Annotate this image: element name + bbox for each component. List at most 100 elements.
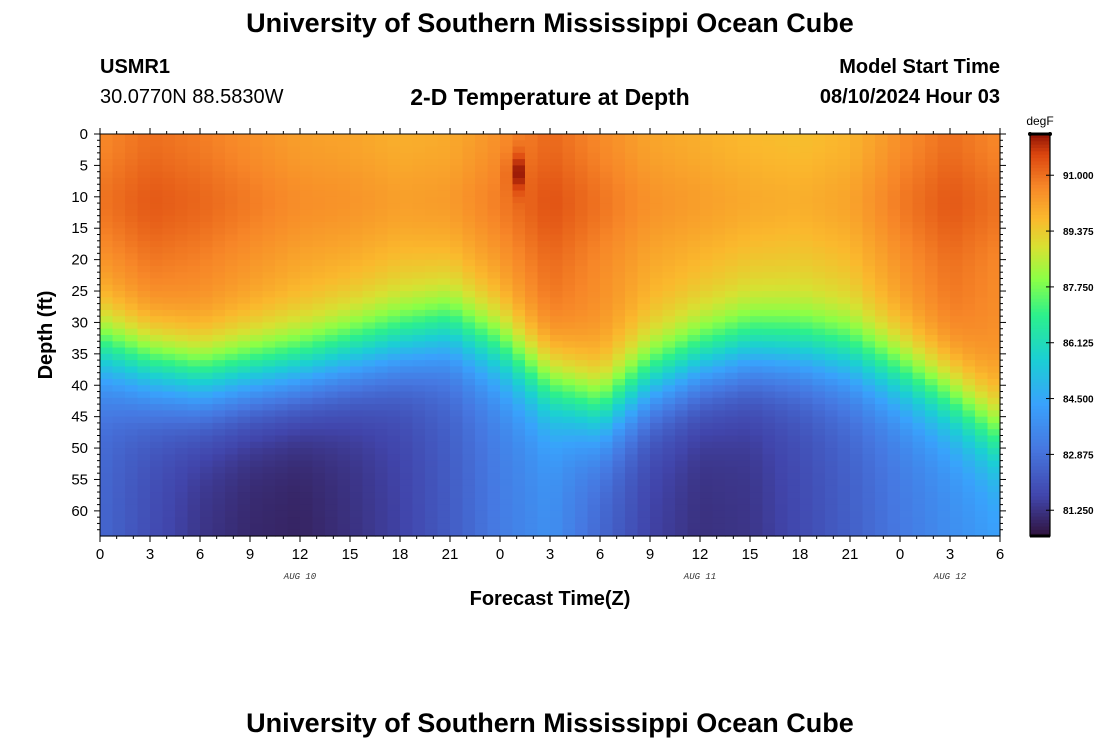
- heatmap-cell: [375, 291, 389, 298]
- heatmap-cell: [350, 422, 364, 430]
- heatmap-cell: [700, 152, 714, 160]
- heatmap-cell: [350, 221, 364, 229]
- heatmap-cell: [925, 492, 939, 499]
- heatmap-cell: [200, 460, 214, 468]
- heatmap-cell: [300, 335, 314, 342]
- heatmap-cell: [762, 391, 776, 399]
- heatmap-cell: [912, 309, 926, 317]
- heatmap-cell: [925, 485, 939, 493]
- heatmap-cell: [575, 466, 589, 474]
- heatmap-cell: [762, 291, 776, 298]
- heatmap-cell: [712, 209, 726, 217]
- heatmap-cell: [925, 385, 939, 393]
- heatmap-cell: [237, 265, 251, 273]
- heatmap-cell: [212, 454, 226, 462]
- heatmap-cell: [562, 466, 576, 474]
- x-tick-label: 0: [896, 546, 904, 563]
- heatmap-cell: [175, 404, 189, 411]
- heatmap-cell: [762, 146, 776, 154]
- heatmap-cell: [750, 347, 764, 355]
- heatmap-cell: [887, 165, 901, 173]
- heatmap-cell: [112, 504, 126, 512]
- heatmap-cell: [600, 297, 614, 305]
- heatmap-cell: [975, 422, 989, 430]
- heatmap-cell: [162, 429, 176, 437]
- heatmap-cell: [287, 510, 301, 518]
- heatmap-cell: [787, 473, 801, 481]
- heatmap-cell: [987, 479, 1001, 487]
- heatmap-cell: [437, 523, 451, 531]
- heatmap-cell: [987, 247, 1001, 254]
- heatmap-cell: [812, 372, 826, 380]
- heatmap-cell: [150, 184, 164, 192]
- heatmap-cell: [600, 316, 614, 324]
- heatmap-cell: [437, 309, 451, 317]
- heatmap-cell: [200, 397, 214, 405]
- heatmap-cell: [475, 410, 489, 418]
- heatmap-cell: [525, 203, 539, 210]
- heatmap-cell: [750, 259, 764, 267]
- heatmap-cell: [975, 165, 989, 173]
- heatmap-cell: [812, 284, 826, 292]
- heatmap-cell: [212, 203, 226, 210]
- heatmap-cell: [550, 429, 564, 437]
- heatmap-cell: [637, 441, 651, 449]
- heatmap-cell: [700, 335, 714, 342]
- heatmap-cell: [125, 265, 139, 273]
- heatmap-cell: [950, 228, 964, 236]
- heatmap-cell: [400, 328, 414, 336]
- heatmap-cell: [350, 177, 364, 185]
- colorbar-swatch: [1030, 509, 1050, 514]
- heatmap-cell: [450, 316, 464, 324]
- heatmap-cell: [312, 485, 326, 493]
- heatmap-cell: [262, 347, 276, 355]
- heatmap-cell: [137, 171, 151, 179]
- heatmap-cell: [250, 234, 264, 242]
- heatmap-cell: [575, 498, 589, 506]
- heatmap-cell: [387, 240, 401, 248]
- heatmap-cell: [725, 523, 739, 531]
- heatmap-cell: [700, 215, 714, 223]
- heatmap-cell: [787, 523, 801, 531]
- heatmap-cell: [362, 309, 376, 317]
- heatmap-cell: [262, 498, 276, 506]
- heatmap-cell: [687, 247, 701, 254]
- heatmap-cell: [387, 353, 401, 361]
- heatmap-cell: [437, 391, 451, 399]
- heatmap-cell: [550, 498, 564, 506]
- heatmap-cell: [500, 247, 514, 254]
- heatmap-cell: [250, 165, 264, 173]
- heatmap-cell: [275, 466, 289, 474]
- heatmap-cell: [812, 215, 826, 223]
- heatmap-cell: [425, 253, 439, 261]
- heatmap-cell: [650, 391, 664, 399]
- heatmap-cell: [137, 404, 151, 411]
- heatmap-cell: [187, 322, 201, 330]
- heatmap-cell: [700, 247, 714, 254]
- heatmap-cell: [400, 240, 414, 248]
- heatmap-cell: [775, 152, 789, 160]
- heatmap-cell: [312, 341, 326, 349]
- heatmap-cell: [687, 391, 701, 399]
- heatmap-cell: [425, 410, 439, 418]
- heatmap-cell: [187, 485, 201, 493]
- heatmap-cell: [650, 372, 664, 380]
- heatmap-cell: [250, 335, 264, 342]
- heatmap-cell: [700, 341, 714, 349]
- heatmap-cell: [825, 134, 839, 141]
- heatmap-cell: [937, 473, 951, 481]
- heatmap-cell: [962, 284, 976, 292]
- colorbar-swatch: [1030, 241, 1050, 246]
- heatmap-cell: [962, 335, 976, 342]
- heatmap-cell: [375, 184, 389, 192]
- heatmap-cell: [500, 228, 514, 236]
- heatmap-cell: [287, 473, 301, 481]
- heatmap-cell: [850, 504, 864, 512]
- heatmap-cell: [362, 234, 376, 242]
- heatmap-cell: [112, 247, 126, 254]
- colorbar-swatch: [1030, 412, 1050, 416]
- heatmap-cell: [312, 372, 326, 380]
- heatmap-cell: [412, 240, 426, 248]
- heatmap-cell: [212, 171, 226, 179]
- heatmap-cell: [262, 253, 276, 261]
